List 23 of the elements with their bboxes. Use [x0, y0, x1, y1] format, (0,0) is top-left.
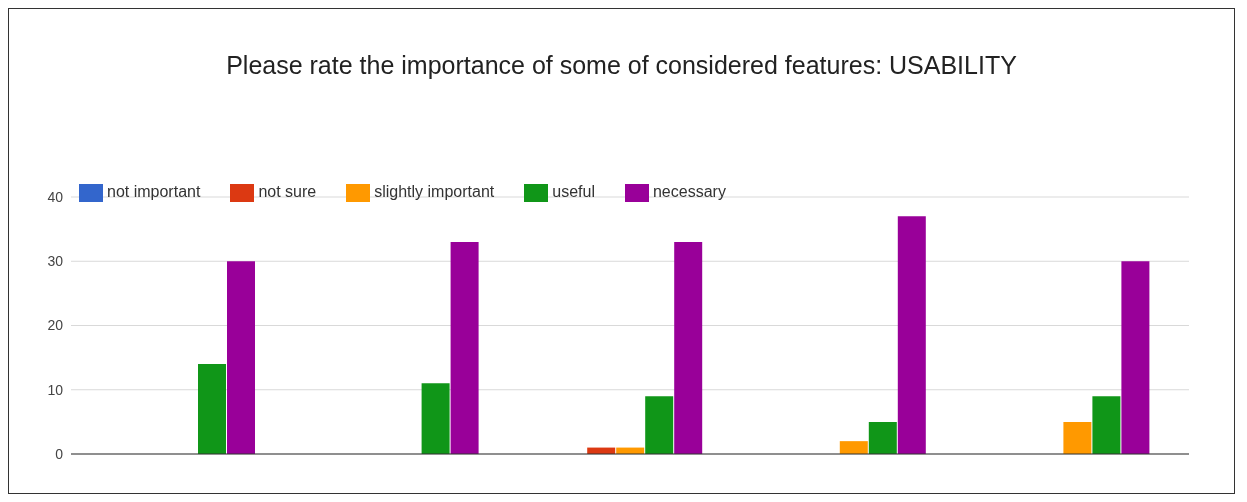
bar [839, 441, 868, 454]
bar [198, 364, 226, 454]
legend-label: slightly important [374, 183, 495, 201]
legend-label: useful [552, 183, 595, 201]
bar [1063, 421, 1092, 454]
legend-label: not sure [258, 183, 317, 201]
y-tick-label: 40 [47, 188, 64, 205]
y-tick-label: 20 [47, 317, 64, 334]
bar [645, 396, 674, 454]
y-tick-label: 10 [47, 381, 64, 398]
legend-label: necessary [652, 183, 726, 201]
y-tick-label: 30 [47, 253, 64, 270]
bar [868, 421, 897, 454]
bar [450, 241, 479, 454]
bar [227, 261, 255, 454]
legend-label: not important [107, 183, 201, 201]
chart-title: Please rate the importance of some of considered features: USABILITY [225, 51, 1018, 80]
bar [1092, 396, 1121, 454]
bar [674, 241, 703, 454]
bar [1121, 261, 1150, 454]
y-tick-label: 0 [55, 445, 64, 462]
bar [897, 216, 926, 454]
bar [421, 383, 450, 454]
